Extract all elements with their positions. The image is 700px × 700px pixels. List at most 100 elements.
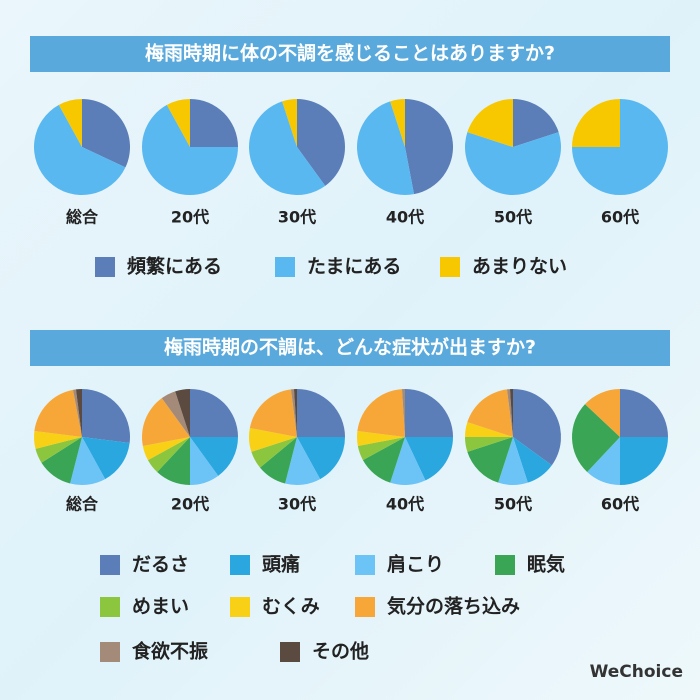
pie-slice <box>34 104 126 196</box>
pie-slice <box>142 437 190 461</box>
pie-slice <box>251 437 297 468</box>
pie-slice <box>82 389 130 444</box>
legend-swatch <box>100 642 120 662</box>
chart-title: 梅雨時期の不調は、どんな症状が出ますか? <box>164 336 536 359</box>
chart-title: 梅雨時期に体の不調を感じることはありますか? <box>145 42 555 65</box>
title-bar <box>30 36 670 72</box>
pie-slice <box>293 389 297 437</box>
group-label: 40代 <box>386 208 424 227</box>
pie-slice <box>405 99 454 195</box>
pie-slice <box>82 99 131 168</box>
legend-swatch <box>275 257 295 277</box>
pie-slice <box>249 389 297 437</box>
pie-slice <box>572 99 620 147</box>
group-label: 20代 <box>171 208 209 227</box>
group-label: 30代 <box>278 495 316 514</box>
group-label: 20代 <box>171 495 209 514</box>
legend-label: 食欲不振 <box>132 640 208 663</box>
pie-slice <box>75 389 82 437</box>
pie-slice <box>190 437 238 476</box>
pie-slice <box>190 437 219 485</box>
group-label: 50代 <box>494 208 532 227</box>
pie-slice <box>401 389 405 437</box>
legend-swatch <box>280 642 300 662</box>
pie-slice <box>465 437 513 452</box>
pie-slice <box>498 437 528 485</box>
legend-swatch <box>100 555 120 575</box>
pie-slice <box>362 437 405 483</box>
legend-label: その他 <box>312 640 369 663</box>
pie-slice <box>357 430 405 446</box>
legend-swatch <box>440 257 460 277</box>
legend-label: たまにある <box>307 256 401 278</box>
pie-slice <box>467 437 513 483</box>
pie-slice <box>297 389 345 437</box>
pie-slice <box>141 398 190 446</box>
legend-label: むくみ <box>262 596 320 618</box>
pie-slice <box>390 437 426 485</box>
pie-slice <box>585 389 620 437</box>
pie-slice <box>513 389 561 466</box>
legend-swatch <box>495 555 515 575</box>
title-bar <box>30 330 670 366</box>
legend-swatch <box>355 597 375 617</box>
pie-slice <box>58 99 82 147</box>
legend-label: 頻繁にある <box>127 255 222 278</box>
legend-label: 肩こり <box>387 553 444 576</box>
pie-slice <box>465 422 513 437</box>
pie-slice <box>73 389 82 437</box>
pie-slice <box>249 428 297 452</box>
group-label: 50代 <box>494 495 532 514</box>
pie-slice <box>41 437 82 484</box>
pie-slice <box>248 101 326 196</box>
group-label: 30代 <box>278 208 316 227</box>
pie-slice <box>157 437 190 485</box>
pie-slice <box>34 430 82 449</box>
pie-slice <box>175 389 190 437</box>
legend-swatch <box>95 257 115 277</box>
legend-label: 頭痛 <box>262 553 300 576</box>
pie-slice <box>506 389 513 437</box>
legend-label: めまい <box>132 596 189 618</box>
group-label: 総合 <box>66 495 99 514</box>
legend-swatch <box>355 555 375 575</box>
pie-slice <box>161 391 190 437</box>
group-label: 40代 <box>386 495 424 514</box>
pie-slice <box>142 104 238 196</box>
pie-slice <box>509 389 513 437</box>
pie-slice <box>587 437 620 485</box>
pie-slice <box>285 437 321 486</box>
legend-swatch <box>230 555 250 575</box>
pie-slice <box>513 437 552 483</box>
pie-slice <box>467 99 513 147</box>
pie-slice <box>260 437 297 484</box>
pie-slice <box>290 389 297 437</box>
pie-slice <box>572 404 620 472</box>
group-label: 総合 <box>66 208 99 227</box>
pie-slice <box>147 437 190 472</box>
pie-slice <box>405 437 453 481</box>
pie-slice <box>513 99 559 147</box>
pie-slice <box>464 132 561 196</box>
pie-slice <box>297 437 345 480</box>
legend-swatch <box>230 597 250 617</box>
legend-label: 気分の落ち込み <box>387 595 520 618</box>
group-label: 60代 <box>601 495 639 514</box>
pie-slice <box>166 99 190 147</box>
pie-slice <box>70 437 106 486</box>
pie-slice <box>34 389 82 437</box>
pie-slice <box>357 389 405 437</box>
legend-label: あまりない <box>472 256 567 278</box>
pie-slice <box>467 389 513 437</box>
pie-slice <box>620 389 668 437</box>
pie-slice <box>357 437 405 461</box>
legend-swatch <box>100 597 120 617</box>
pie-slice <box>620 437 668 485</box>
pie-slice <box>390 99 405 147</box>
group-label: 60代 <box>601 208 639 227</box>
pie-slice <box>190 389 238 437</box>
pie-slice <box>35 437 82 463</box>
pie-slice <box>82 437 130 480</box>
legend-label: 眠気 <box>527 553 565 576</box>
